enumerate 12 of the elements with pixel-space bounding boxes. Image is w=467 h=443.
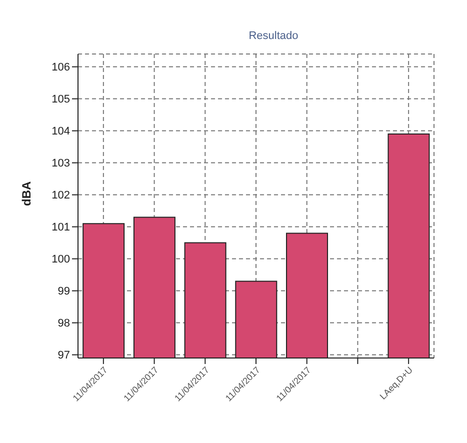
- y-tick-label: 106: [52, 62, 70, 74]
- y-tick-label: 103: [52, 158, 70, 170]
- y-tick-label: 97: [58, 350, 70, 362]
- y-tick-label: 105: [52, 94, 70, 106]
- y-tick-label: 102: [52, 190, 70, 202]
- y-tick-label: 104: [52, 126, 70, 138]
- y-tick-label: 100: [52, 254, 70, 266]
- y-tick-label: 101: [52, 222, 70, 234]
- y-tick-label: 98: [58, 318, 70, 330]
- y-tick-label: 99: [58, 286, 70, 298]
- chart-title: Resultado: [248, 29, 300, 44]
- y-axis-title: dBA: [19, 181, 34, 206]
